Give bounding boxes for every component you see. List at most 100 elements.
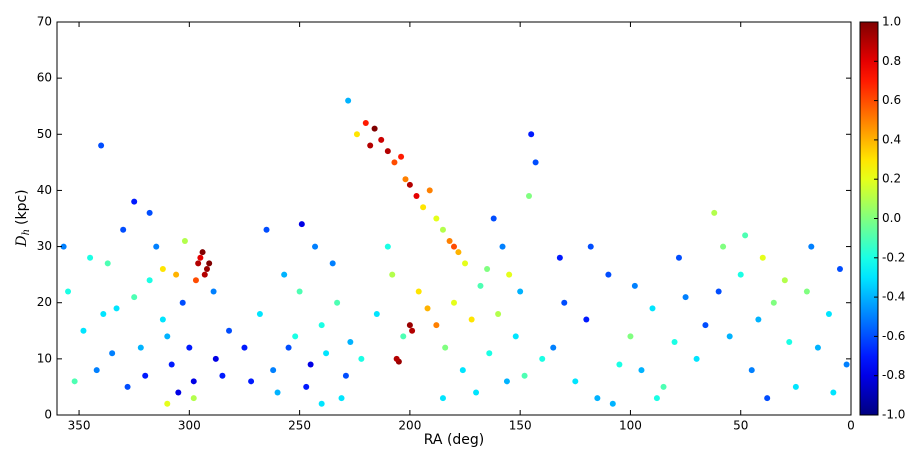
- point: [499, 243, 506, 250]
- point: [737, 271, 744, 278]
- point: [605, 271, 612, 278]
- point: [292, 333, 299, 340]
- point: [528, 131, 535, 138]
- colorbar-tick-label: -0.8: [882, 368, 905, 382]
- point: [843, 361, 850, 368]
- point: [770, 299, 777, 306]
- point: [307, 361, 314, 368]
- y-tick-label: 50: [37, 127, 52, 141]
- point: [451, 299, 457, 306]
- point: [100, 310, 107, 317]
- colorbar-tick-label: -1.0: [882, 408, 905, 422]
- point: [587, 243, 594, 250]
- point: [389, 271, 396, 278]
- x-tick-label: 150: [509, 419, 532, 433]
- point: [153, 243, 160, 250]
- point: [521, 372, 528, 379]
- point: [65, 288, 72, 295]
- point: [256, 310, 263, 317]
- point: [80, 327, 87, 334]
- point: [572, 378, 579, 385]
- point: [203, 266, 210, 273]
- point: [226, 327, 233, 334]
- point: [201, 271, 208, 278]
- colorbar-tick-label: 1.0: [882, 15, 901, 29]
- point: [212, 355, 219, 362]
- colorbar-tick-label: 0.4: [882, 132, 901, 146]
- point: [415, 288, 422, 295]
- point: [451, 243, 457, 250]
- point: [192, 277, 199, 284]
- point: [98, 142, 105, 149]
- point: [173, 271, 180, 278]
- point: [616, 361, 623, 368]
- point: [726, 333, 733, 340]
- point: [199, 249, 206, 256]
- point: [146, 209, 153, 216]
- point: [104, 260, 111, 267]
- point: [693, 355, 700, 362]
- point: [781, 277, 788, 284]
- point: [219, 372, 226, 379]
- colorbar-tick-label: 0.8: [882, 54, 901, 68]
- point: [347, 339, 354, 346]
- point: [323, 350, 330, 357]
- point: [426, 187, 433, 194]
- point: [748, 367, 755, 374]
- point: [825, 310, 832, 317]
- point: [168, 361, 175, 368]
- point: [312, 243, 319, 250]
- point: [87, 254, 94, 261]
- point: [468, 316, 475, 323]
- point: [391, 159, 398, 166]
- point: [594, 395, 601, 402]
- point: [484, 266, 491, 273]
- point: [556, 254, 563, 261]
- point: [60, 243, 67, 250]
- point: [371, 125, 378, 132]
- point: [413, 193, 420, 200]
- point: [517, 288, 524, 295]
- y-label-symbol: D: [14, 235, 30, 247]
- point: [627, 333, 634, 340]
- point: [93, 367, 100, 374]
- point: [532, 159, 539, 166]
- point: [433, 322, 440, 329]
- point: [318, 400, 325, 407]
- point: [609, 400, 616, 407]
- y-tick-label: 40: [37, 183, 52, 197]
- y-axis-label: Dh (kpc): [14, 189, 32, 247]
- point: [836, 266, 843, 273]
- point: [755, 316, 762, 323]
- point: [159, 316, 166, 323]
- point: [803, 288, 810, 295]
- point: [164, 400, 171, 407]
- point: [345, 97, 352, 104]
- point: [631, 282, 638, 289]
- point: [682, 294, 689, 301]
- point: [477, 282, 484, 289]
- point: [164, 333, 171, 340]
- point: [495, 310, 502, 317]
- point: [195, 260, 202, 267]
- point: [296, 288, 303, 295]
- point: [358, 355, 365, 362]
- point: [671, 339, 678, 346]
- point: [206, 260, 213, 267]
- point: [455, 249, 462, 256]
- colorbar-tick-label: 0.0: [882, 211, 901, 225]
- point: [649, 305, 656, 312]
- point: [241, 344, 248, 351]
- point: [402, 176, 409, 183]
- point: [190, 395, 197, 402]
- point: [406, 322, 413, 329]
- y-tick-label: 10: [37, 351, 52, 365]
- point: [186, 344, 193, 351]
- point: [159, 266, 166, 273]
- point: [525, 193, 532, 200]
- point: [406, 181, 413, 188]
- y-label-subscript: h: [21, 229, 32, 235]
- point: [808, 243, 815, 250]
- point: [424, 305, 431, 312]
- point: [146, 277, 153, 284]
